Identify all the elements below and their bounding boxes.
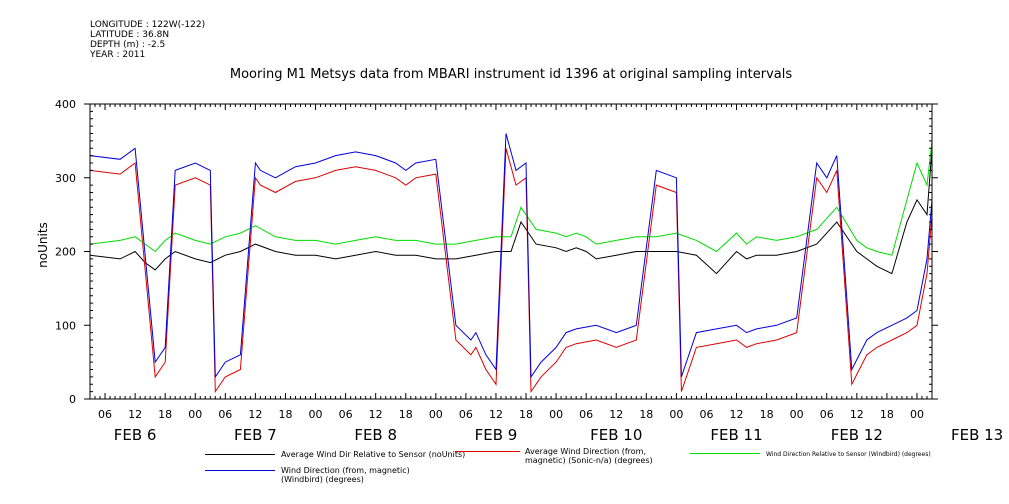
series-line-4	[89, 133, 933, 379]
legend-swatch-1	[205, 454, 275, 455]
x-tick-label: 18	[760, 408, 774, 421]
x-tick-label: 00	[429, 408, 443, 421]
legend-label-2: Average Wind Direction (from, magnetic) …	[525, 447, 653, 465]
x-tick-label: 18	[399, 408, 413, 421]
x-tick-label: 12	[609, 408, 623, 421]
axis-layer: 0 100 200 300 400 06 12 18 00 06 12 18 00 06 12 18 00 06 1…	[55, 98, 1003, 444]
y-tick-label: 100	[55, 319, 76, 332]
x-tick-label: 06	[459, 408, 473, 421]
x-day-label: FEB 13	[951, 426, 1003, 444]
x-tick-label: 00	[549, 408, 563, 421]
series-layer	[89, 133, 933, 394]
legend-label-4: Wind Direction (from, magnetic) (Windbir…	[281, 466, 410, 484]
x-tick-label: 12	[730, 408, 744, 421]
series-line-1	[89, 148, 933, 275]
legend-item-4: Wind Direction (from, magnetic) (Windbir…	[205, 466, 465, 486]
legend-item-3: Wind Direction Relative to Sensor (Windb…	[690, 450, 960, 462]
y-tick-label: 300	[55, 172, 76, 185]
x-tick-label: 06	[699, 408, 713, 421]
x-day-label: FEB 10	[590, 426, 642, 444]
x-day-label: FEB 11	[710, 426, 762, 444]
chart-title: Mooring M1 Metsys data from MBARI instru…	[229, 67, 793, 82]
y-tick-label: 400	[55, 98, 76, 111]
legend-item-1: Average Wind Dir Relative to Sensor (noU…	[205, 450, 495, 462]
x-tick-label: 06	[218, 408, 232, 421]
latitude-label: LATITUDE : 36.8N	[90, 30, 170, 40]
x-tick-label: 12	[369, 408, 383, 421]
x-tick-label: 00	[188, 408, 202, 421]
depth-label: DEPTH (m) : -2.5	[90, 40, 166, 50]
x-tick-label: 18	[278, 408, 292, 421]
x-tick-label: 18	[639, 408, 653, 421]
metadata-block: LONGITUDE : 122W(-122) LATITUDE : 36.8N …	[90, 20, 205, 60]
x-day-label: FEB 8	[354, 426, 397, 444]
x-tick-label: 12	[850, 408, 864, 421]
x-day-label: FEB 12	[831, 426, 883, 444]
x-tick-label: 06	[98, 408, 112, 421]
x-tick-label: 06	[339, 408, 353, 421]
x-tick-label: 18	[158, 408, 172, 421]
legend-label-1: Average Wind Dir Relative to Sensor (noU…	[281, 450, 466, 459]
x-tick-label: 12	[128, 408, 142, 421]
x-tick-label: 00	[309, 408, 323, 421]
x-tick-label: 12	[248, 408, 262, 421]
y-tick-label: 0	[69, 393, 76, 406]
series-line-2	[89, 148, 933, 394]
x-day-label: FEB 7	[234, 426, 277, 444]
legend-swatch-3	[690, 453, 760, 454]
legend-swatch-4	[205, 470, 275, 471]
x-tick-label: 12	[489, 408, 503, 421]
longitude-label: LONGITUDE : 122W(-122)	[90, 20, 206, 30]
legend-swatch-2	[455, 451, 520, 452]
x-day-label: FEB 6	[114, 426, 157, 444]
x-day-label: FEB 9	[475, 426, 518, 444]
x-tick-label: 18	[880, 408, 894, 421]
legend-label-3: Wind Direction Relative to Sensor (Windb…	[766, 451, 931, 458]
x-tick-label: 18	[519, 408, 533, 421]
x-tick-label: 06	[579, 408, 593, 421]
x-tick-label: 00	[669, 408, 683, 421]
y-tick-label: 200	[55, 246, 76, 259]
x-tick-label: 06	[820, 408, 834, 421]
x-tick-label: 00	[910, 408, 924, 421]
series-line-3	[89, 140, 933, 256]
x-tick-label: 00	[790, 408, 804, 421]
legend-item-2: Average Wind Direction (from, magnetic) …	[455, 447, 685, 467]
year-label: YEAR : 2011	[90, 50, 146, 60]
